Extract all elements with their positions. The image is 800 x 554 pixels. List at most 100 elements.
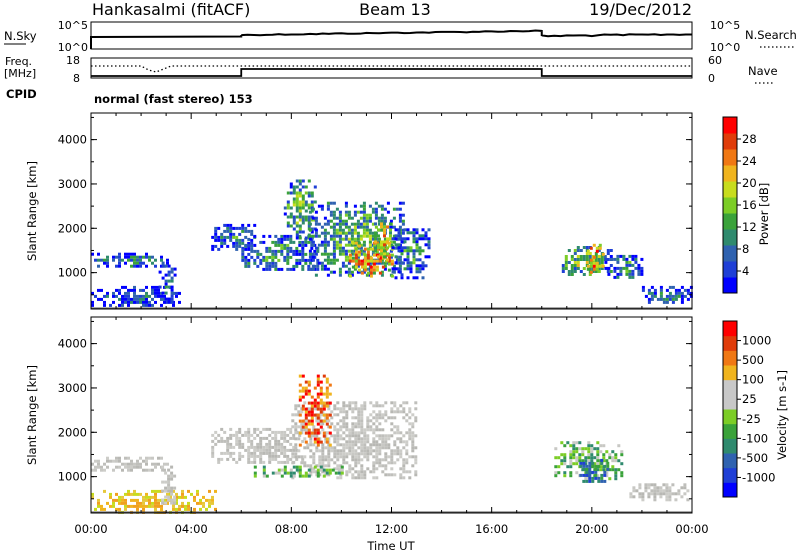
range-cell [130, 459, 133, 463]
range-cell [250, 255, 254, 259]
range-cell [274, 433, 278, 437]
range-cell [314, 231, 318, 235]
power-x-axis [90, 113, 693, 309]
range-cell [390, 244, 394, 248]
range-cell [611, 465, 615, 469]
range-cell [167, 480, 171, 484]
range-cell [572, 450, 576, 454]
range-cell [585, 473, 589, 477]
range-cell [148, 258, 151, 262]
range-cell [325, 401, 329, 405]
range-cell [286, 427, 290, 431]
range-cell [593, 456, 597, 460]
range-cell [283, 433, 287, 437]
range-cell [402, 470, 406, 474]
range-cell [589, 264, 593, 268]
range-cell [326, 267, 330, 271]
range-cell [160, 297, 163, 301]
range-cell [325, 386, 329, 390]
range-cell [362, 207, 366, 211]
range-cell [399, 437, 403, 441]
range-cell [322, 419, 326, 423]
range-cell [298, 218, 302, 222]
range-cell [303, 401, 307, 405]
range-cell [142, 261, 145, 265]
y-tick-label: 3000 [58, 381, 87, 395]
range-cell [415, 228, 419, 232]
range-cell [593, 447, 597, 451]
range-cell [631, 254, 635, 258]
range-cell [130, 258, 133, 262]
range-cell [253, 448, 257, 452]
range-cell [332, 237, 336, 241]
range-cell [310, 416, 314, 420]
range-cell [208, 498, 211, 502]
range-cell [161, 468, 165, 472]
range-cell [259, 451, 263, 455]
range-cell [326, 222, 330, 226]
range-cell [353, 237, 357, 241]
colorbar-swatch [723, 149, 737, 166]
range-cell [262, 474, 266, 478]
range-cell [380, 240, 383, 244]
range-cell [683, 492, 687, 496]
range-cell [316, 428, 320, 432]
range-cell [406, 249, 410, 253]
range-cell [414, 401, 418, 405]
range-cell [561, 270, 565, 273]
range-cell [363, 431, 367, 435]
range-cell [142, 294, 145, 298]
range-cell [360, 443, 364, 447]
range-cell [297, 449, 301, 453]
range-cell [253, 451, 257, 455]
range-cell [318, 455, 322, 459]
range-cell [170, 279, 174, 283]
range-cell [378, 449, 382, 453]
range-cell [608, 456, 612, 460]
range-cell [366, 425, 370, 429]
range-cell [421, 261, 425, 265]
range-cell [360, 422, 364, 426]
range-cell [277, 460, 281, 464]
range-cell [163, 294, 166, 298]
range-cell [232, 232, 236, 236]
range-cell [274, 451, 278, 455]
range-cell [97, 501, 100, 505]
range-cell [595, 249, 599, 253]
range-cell [360, 446, 364, 450]
range-cell [298, 179, 302, 183]
range-cell [603, 255, 607, 258]
range-cell [380, 243, 383, 247]
range-cell [97, 462, 100, 466]
range-cell [590, 444, 594, 448]
range-cell [308, 222, 312, 226]
range-cell [250, 232, 254, 236]
range-cell [591, 479, 595, 483]
nsearch-label: N.Search [745, 28, 797, 42]
colorbar-tick-label: 8 [742, 242, 749, 256]
range-cell [360, 440, 364, 444]
range-cell [405, 452, 409, 456]
range-cell [620, 450, 624, 454]
range-cell [118, 459, 121, 463]
range-cell [372, 244, 376, 248]
range-cell [341, 228, 345, 232]
range-cell [133, 288, 136, 292]
range-cell [313, 465, 317, 469]
range-cell [220, 451, 224, 455]
range-cell [298, 243, 302, 247]
range-cell [597, 479, 601, 483]
range-cell [226, 229, 230, 233]
range-cell [344, 231, 348, 235]
range-cell [196, 492, 199, 496]
cpid-label: CPID [6, 87, 37, 101]
range-cell [336, 407, 340, 411]
range-cell [329, 252, 333, 256]
range-cell [170, 492, 174, 496]
range-cell [316, 440, 320, 444]
range-cell [289, 246, 293, 250]
range-cell [133, 252, 136, 256]
range-cell [650, 489, 654, 493]
range-cell [295, 203, 299, 207]
range-cell [175, 291, 178, 295]
